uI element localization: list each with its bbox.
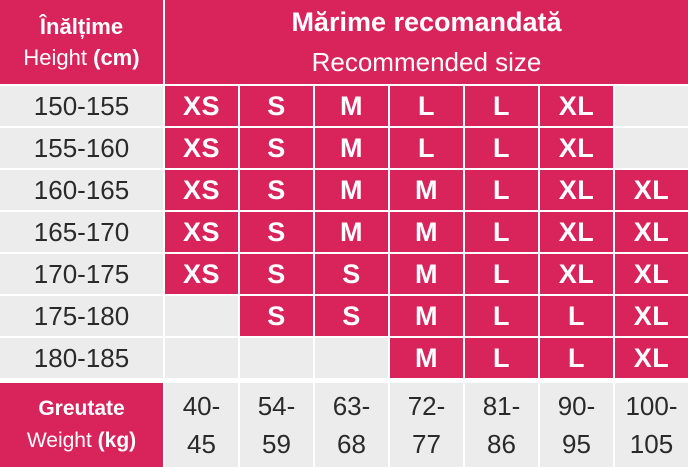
- size-cell: S: [240, 296, 313, 336]
- size-cell: M: [390, 296, 463, 336]
- size-cell: L: [390, 128, 463, 168]
- weight-range-cell: 63- 68: [315, 383, 388, 467]
- size-cell: M: [390, 170, 463, 210]
- size-cell: XL: [540, 170, 613, 210]
- size-cell: L: [465, 128, 538, 168]
- size-cell: M: [315, 128, 388, 168]
- weight-range-end: 86: [487, 429, 516, 459]
- weight-range-end: 45: [187, 429, 216, 459]
- size-header-en: Recommended size: [311, 47, 542, 77]
- size-cell: S: [315, 254, 388, 294]
- size-header-ro: Mărime recomandată: [291, 7, 562, 37]
- size-cell: L: [465, 296, 538, 336]
- weight-range-start: 40-: [182, 391, 221, 421]
- size-cell: S: [240, 170, 313, 210]
- height-header-unit: (cm): [93, 45, 140, 70]
- size-cell: L: [465, 338, 538, 378]
- height-range-cell: 150-155: [0, 86, 163, 126]
- weight-range-end: 95: [562, 429, 591, 459]
- size-cell: M: [315, 212, 388, 252]
- height-range-cell: 165-170: [0, 212, 163, 252]
- weight-range-start: 81-: [482, 391, 521, 421]
- size-header: Mărime recomandată Recommended size: [165, 0, 688, 84]
- weight-range-start: 54-: [257, 391, 296, 421]
- weight-header-en-label: Weight: [26, 429, 92, 452]
- size-cell: S: [240, 86, 313, 126]
- weight-range-start: 72-: [407, 391, 446, 421]
- weight-range-end: 68: [337, 429, 366, 459]
- size-cell: S: [240, 212, 313, 252]
- height-header: Înălțime Height (cm): [0, 0, 163, 84]
- weight-header: Greutate Weight (kg): [0, 383, 163, 467]
- size-cell: S: [315, 296, 388, 336]
- height-range-cell: 180-185: [0, 338, 163, 378]
- size-cell: M: [390, 254, 463, 294]
- size-cell: M: [315, 170, 388, 210]
- size-cell: L: [465, 86, 538, 126]
- weight-range-end: 59: [262, 429, 291, 459]
- empty-cell: [615, 86, 688, 126]
- weight-range-end: 77: [412, 429, 441, 459]
- weight-range-cell: 54- 59: [240, 383, 313, 467]
- height-range-cell: 170-175: [0, 254, 163, 294]
- size-cell: XL: [615, 212, 688, 252]
- size-cell: M: [390, 338, 463, 378]
- size-cell: XS: [165, 212, 238, 252]
- empty-cell: [615, 128, 688, 168]
- weight-range-cell: 100- 105: [615, 383, 688, 467]
- size-cell: M: [390, 212, 463, 252]
- size-cell: XL: [615, 338, 688, 378]
- empty-cell: [315, 338, 388, 378]
- weight-range-cell: 81- 86: [465, 383, 538, 467]
- weight-header-unit: (kg): [97, 429, 137, 452]
- size-cell: M: [315, 86, 388, 126]
- empty-cell: [165, 296, 238, 336]
- height-header-ro: Înălțime: [39, 14, 124, 39]
- size-cell: S: [240, 128, 313, 168]
- size-cell: XS: [165, 254, 238, 294]
- height-range-cell: 160-165: [0, 170, 163, 210]
- size-cell: L: [540, 338, 613, 378]
- height-range-cell: 155-160: [0, 128, 163, 168]
- size-cell: XS: [165, 128, 238, 168]
- weight-range-start: 100-: [625, 391, 678, 421]
- empty-cell: [240, 338, 313, 378]
- size-cell: XL: [615, 296, 688, 336]
- size-cell: L: [465, 170, 538, 210]
- size-cell: L: [390, 86, 463, 126]
- height-header-en: Height (cm): [23, 42, 139, 73]
- height-range-cell: 175-180: [0, 296, 163, 336]
- size-cell: XS: [165, 86, 238, 126]
- size-cell: L: [465, 212, 538, 252]
- weight-header-ro: Greutate: [38, 397, 125, 420]
- size-cell: L: [465, 254, 538, 294]
- size-cell: XL: [540, 86, 613, 126]
- size-cell: XL: [615, 254, 688, 294]
- weight-header-en: Weight (kg): [27, 425, 136, 457]
- size-cell: L: [540, 296, 613, 336]
- size-cell: XL: [540, 212, 613, 252]
- size-cell: XL: [540, 128, 613, 168]
- weight-range-cell: 40- 45: [165, 383, 238, 467]
- weight-range-cell: 90- 95: [540, 383, 613, 467]
- weight-range-end: 105: [629, 429, 674, 459]
- weight-range-start: 63-: [332, 391, 371, 421]
- size-cell: XL: [615, 170, 688, 210]
- size-cell: XL: [540, 254, 613, 294]
- weight-range-start: 90-: [557, 391, 596, 421]
- empty-cell: [165, 338, 238, 378]
- height-header-en-label: Height: [23, 45, 87, 70]
- weight-range-cell: 72- 77: [390, 383, 463, 467]
- size-cell: S: [240, 254, 313, 294]
- size-cell: XS: [165, 170, 238, 210]
